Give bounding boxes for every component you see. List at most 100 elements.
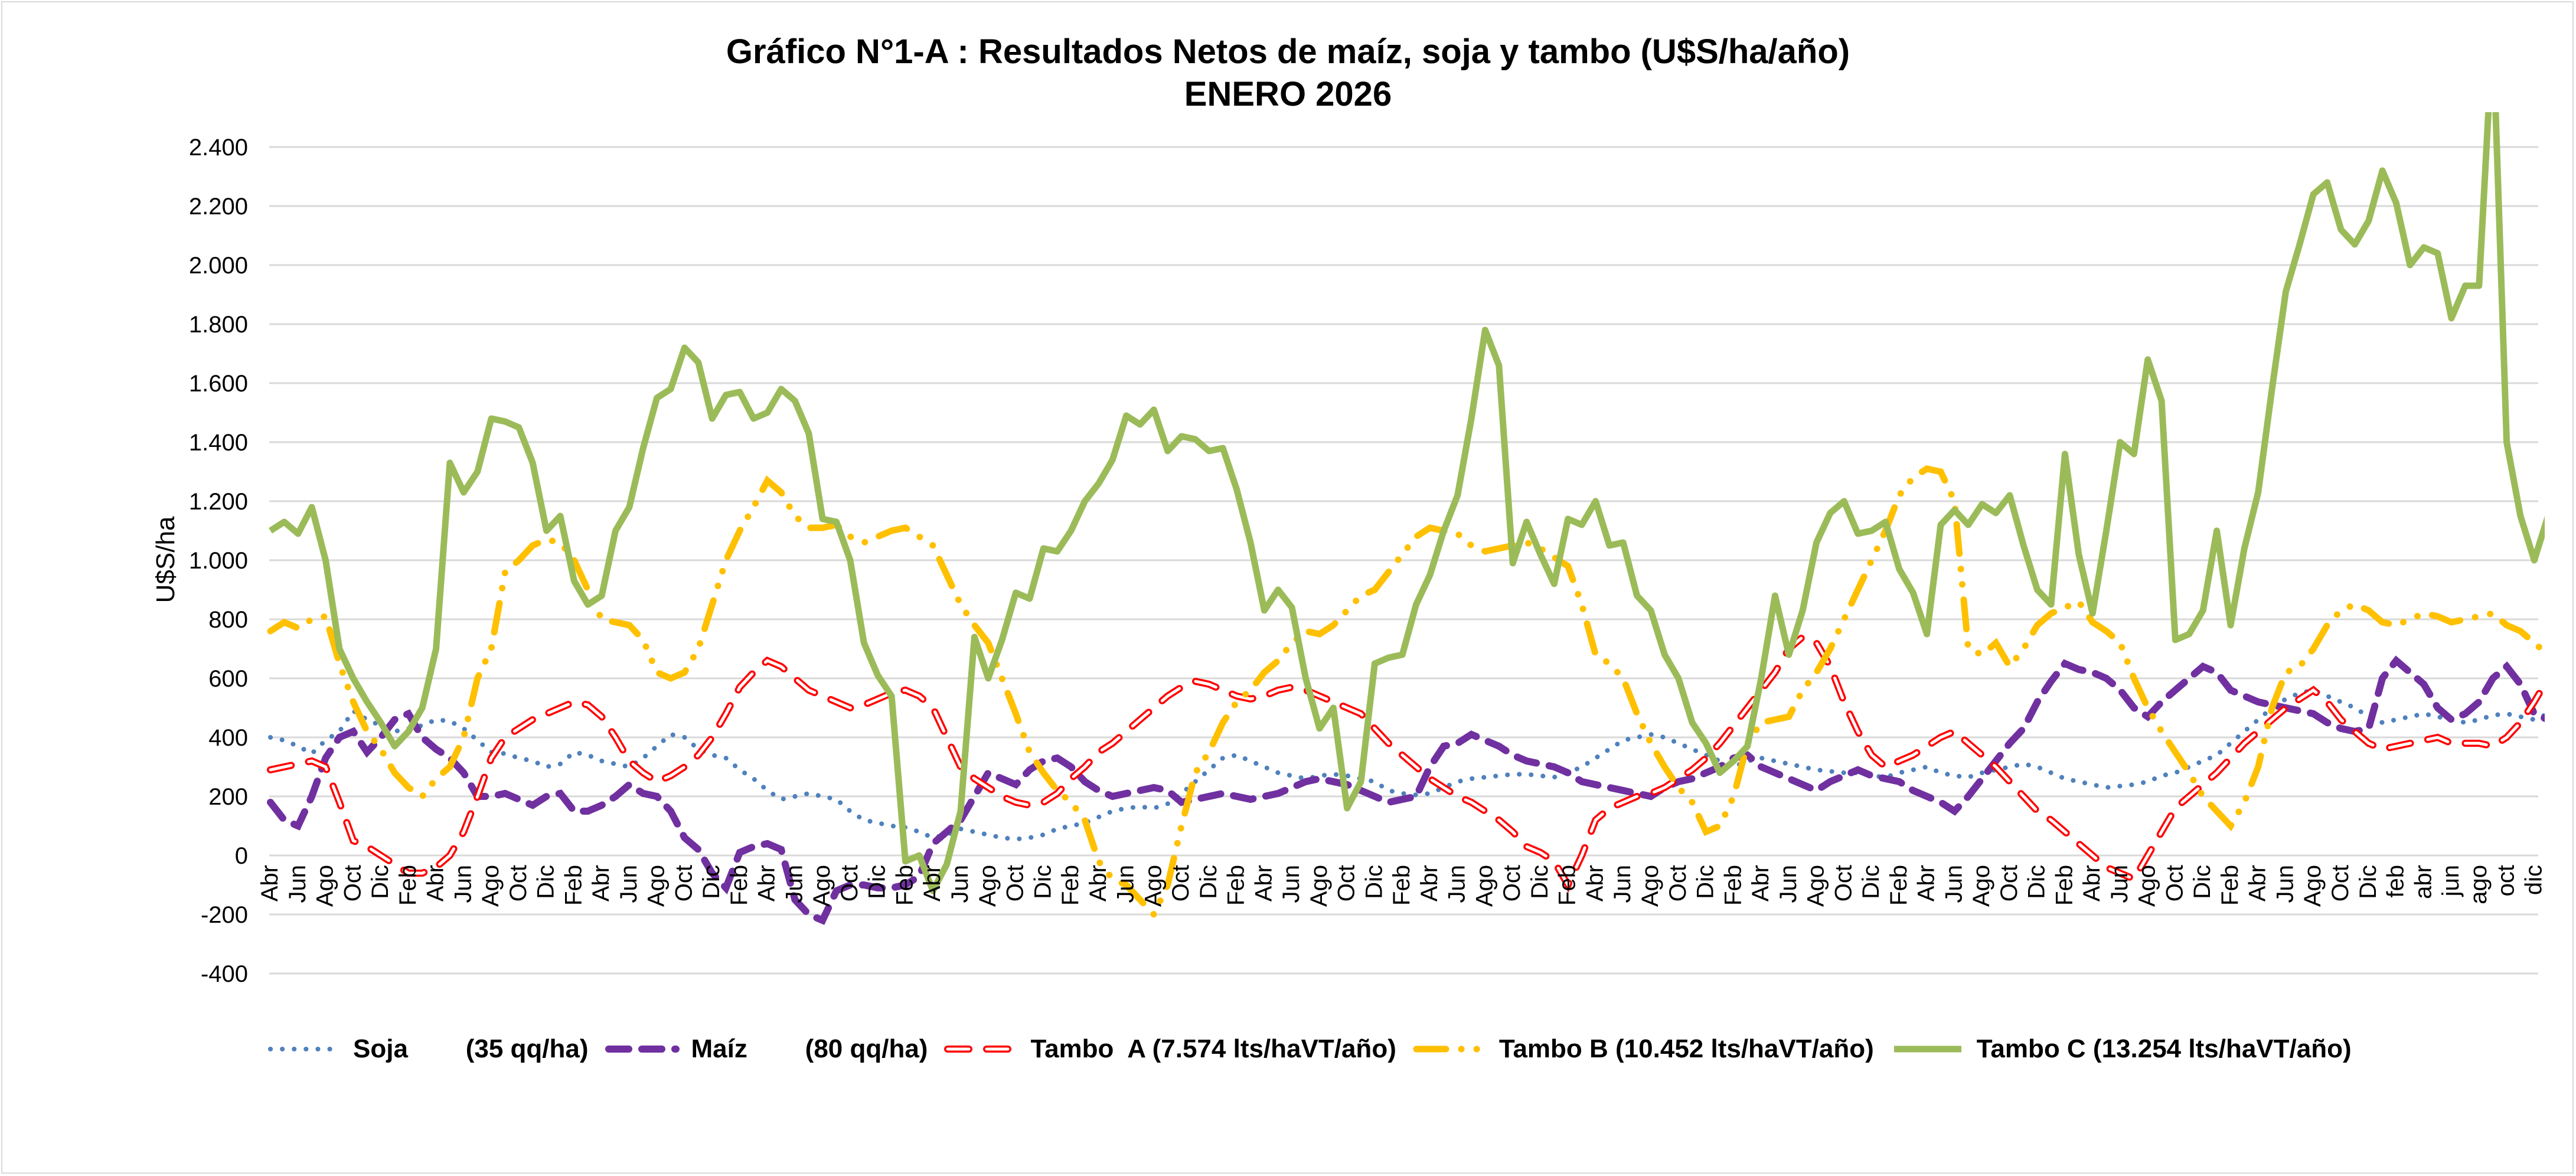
x-tick-label: oct — [2493, 865, 2519, 896]
x-tick-label: Dic — [2355, 865, 2381, 899]
y-tick-label: 600 — [208, 666, 248, 692]
chart-subtitle: ENERO 2026 — [1184, 75, 1392, 113]
legend-item: Soja (35 qq/ha) — [266, 1034, 589, 1064]
y-tick-label: 1.000 — [189, 548, 248, 574]
x-tick-label: Oct — [1996, 865, 2022, 901]
x-tick-label: Ago — [1140, 865, 1166, 907]
x-tick-label: Feb — [892, 865, 918, 906]
x-axis-ticks: Abr Jun Ago Oct Dic Feb Abr Jun Ago Oct Dic Feb Abr J… — [257, 865, 2546, 907]
y-tick-label: 0 — [235, 843, 248, 869]
x-tick-label: Jun — [781, 865, 807, 903]
dashed-line-icon — [605, 1046, 680, 1053]
hollow-dash-line-icon — [944, 1046, 1019, 1053]
y-axis-label: U$S/ha — [151, 516, 180, 603]
y-tick-label: 2.200 — [189, 194, 248, 220]
x-tick-label: Ago — [644, 865, 670, 907]
x-tick-label: Dic — [864, 865, 890, 899]
y-tick-label: 1.600 — [189, 371, 248, 397]
x-tick-label: Jun — [1775, 865, 1801, 903]
x-tick-label: Feb — [726, 865, 752, 906]
x-tick-label: Feb — [560, 865, 586, 906]
dash-dot-line-icon — [1413, 1046, 1487, 1053]
x-tick-label: Feb — [1555, 865, 1581, 906]
x-tick-label: Abr — [257, 865, 283, 901]
x-tick-label: Oct — [2327, 865, 2353, 901]
x-tick-label: Ago — [478, 865, 504, 907]
y-tick-label: 2.400 — [189, 135, 248, 161]
x-tick-label: Jun — [2272, 865, 2298, 903]
x-tick-label: Dic — [367, 865, 393, 899]
legend-label: Tambo C (13.254 lts/haVT/año) — [1976, 1034, 2352, 1063]
x-tick-label: Oct — [1830, 865, 1856, 901]
x-tick-label: Jun — [1444, 865, 1470, 903]
x-tick-label: Ago — [1968, 865, 1994, 907]
legend-item: Tambo C (13.254 lts/haVT/año) — [1889, 1034, 2352, 1064]
x-tick-label: Oct — [1499, 865, 1525, 901]
x-tick-label: Ago — [1803, 865, 1829, 907]
x-tick-label: Feb — [2051, 865, 2077, 906]
x-tick-label: Ago — [1637, 865, 1663, 907]
x-tick-label: Abr — [1251, 865, 1276, 901]
x-tick-label: Oct — [1665, 865, 1691, 901]
x-tick-label: Oct — [2162, 865, 2188, 901]
y-tick-label: 800 — [208, 607, 248, 633]
x-tick-label: Dic — [533, 865, 559, 899]
legend-label: Soja (35 qq/ha) — [353, 1034, 589, 1063]
x-tick-label: Dic — [1693, 865, 1719, 899]
x-tick-label: Jun — [285, 865, 311, 903]
legend-label: Maíz (80 qq/ha) — [691, 1034, 928, 1063]
legend-label: Tambo A (7.574 lts/haVT/año) — [1030, 1034, 1396, 1063]
x-tick-label: Oct — [505, 865, 531, 901]
series-line-4 — [269, 112, 2545, 894]
legend-item: Tambo B (10.452 lts/haVT/año) — [1412, 1034, 1874, 1064]
x-tick-label: Oct — [1168, 865, 1194, 901]
y-axis-ticks: 2.400 2.200 2.000 1.800 1.600 1.400 1.200 1.000… — [189, 135, 248, 987]
x-tick-label: Ago — [312, 865, 338, 907]
legend-label: Tambo B (10.452 lts/haVT/año) — [1498, 1034, 1874, 1063]
x-tick-label: Abr — [1748, 865, 1774, 901]
x-tick-label: Dic — [1030, 865, 1056, 899]
x-tick-label: Dic — [2189, 865, 2215, 899]
x-tick-label: Abr — [754, 865, 780, 901]
x-tick-label: Ago — [2300, 865, 2326, 907]
legend: Soja (35 qq/ha) Maíz (80 qq/ha) Tambo A (7… — [266, 1028, 2367, 1070]
x-tick-label: Abr — [588, 865, 614, 901]
series-lines — [267, 112, 2545, 925]
x-tick-label: dic — [2521, 865, 2546, 895]
x-tick-label: Oct — [671, 865, 697, 901]
x-tick-label: Abr — [1914, 865, 1940, 901]
x-tick-label: Abr — [1416, 865, 1442, 901]
x-tick-label: Jun — [1609, 865, 1635, 903]
y-tick-label: -400 — [201, 961, 248, 987]
x-tick-label: Feb — [2217, 865, 2243, 906]
x-tick-label: Oct — [837, 865, 863, 901]
x-tick-label: Jun — [1113, 865, 1139, 903]
x-tick-label: Jun — [947, 865, 973, 903]
x-tick-label: Ago — [2134, 865, 2160, 907]
series-line-3 — [267, 465, 2545, 920]
x-tick-label: Jun — [616, 865, 642, 903]
series-line-1 — [267, 655, 2545, 925]
x-tick-label: Dic — [2024, 865, 2050, 899]
series-line-2 — [267, 633, 2545, 893]
x-tick-label: Feb — [1720, 865, 1746, 906]
y-tick-label: -200 — [201, 902, 248, 928]
x-tick-label: Dic — [1858, 865, 1884, 899]
x-tick-label: Abr — [1085, 865, 1111, 901]
x-tick-label: Oct — [339, 865, 365, 901]
x-tick-label: feb — [2383, 865, 2409, 898]
series-line-inner-2 — [269, 635, 2545, 888]
x-tick-label: Oct — [1003, 865, 1029, 901]
x-tick-label: Abr — [1582, 865, 1608, 901]
x-tick-label: Abr — [2245, 865, 2271, 901]
x-tick-label: Jun — [1278, 865, 1304, 903]
x-tick-label: Jun — [1941, 865, 1967, 903]
x-tick-label: Abr — [2079, 865, 2105, 901]
dotted-line-icon — [268, 1047, 340, 1051]
x-tick-label: Dic — [1361, 865, 1387, 899]
x-tick-label: Ago — [1471, 865, 1497, 907]
y-tick-label: 1.200 — [189, 489, 248, 515]
x-tick-label: Feb — [1886, 865, 1912, 906]
y-tick-label: 2.000 — [189, 253, 248, 279]
